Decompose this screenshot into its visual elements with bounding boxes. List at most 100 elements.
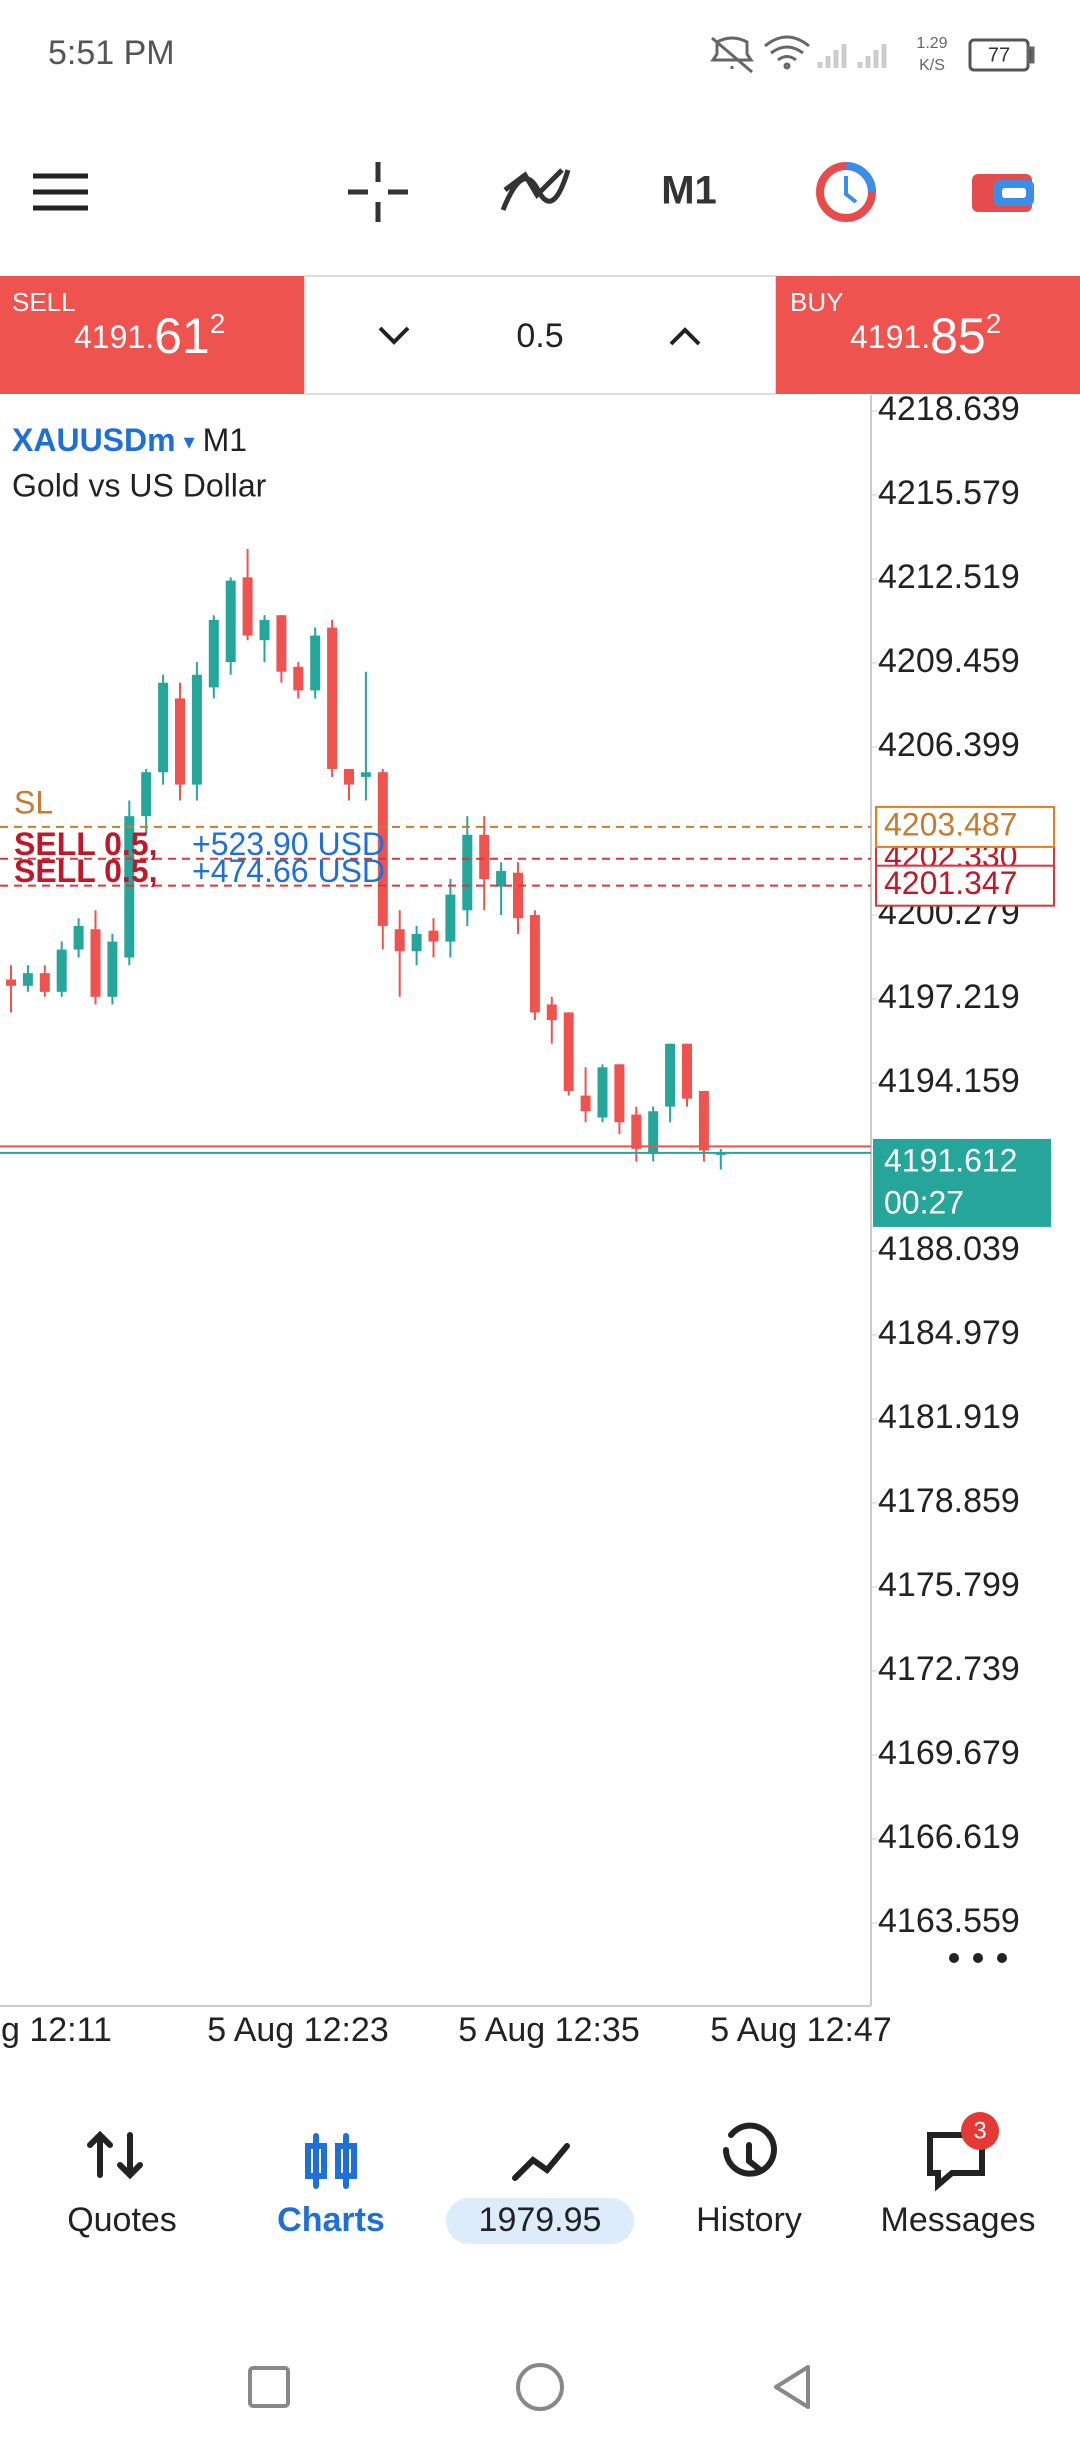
candle-body [107, 941, 118, 997]
candle-body [445, 894, 456, 942]
candle-body [191, 674, 202, 785]
candle-body [158, 682, 169, 773]
y-tick-label: 4163.559 [878, 1902, 1020, 1940]
candle-body [310, 635, 321, 691]
candle-body [276, 615, 287, 672]
candle-body [208, 619, 219, 688]
menu-button[interactable] [33, 173, 88, 211]
candle-body [394, 929, 405, 952]
candle-body [360, 772, 371, 777]
x-tick-label: ug 12:11 [0, 2011, 112, 2049]
timeframe-button[interactable]: M1 [661, 169, 717, 213]
nav-label[interactable]: Charts [277, 2201, 385, 2239]
x-tick-label: 5 Aug 12:23 [207, 2011, 389, 2049]
y-tick-label: 4215.579 [878, 474, 1020, 512]
candle-body [563, 1012, 574, 1091]
y-tick-label: 4188.039 [878, 1230, 1020, 1268]
order-label: SELL 0.5, [14, 826, 157, 862]
volume-up[interactable] [669, 327, 701, 346]
candle-body [580, 1095, 591, 1112]
order-price-tag [875, 864, 1055, 907]
candle-body [698, 1090, 709, 1151]
candle-body [344, 768, 354, 785]
candle-body [6, 979, 16, 986]
candle-body [22, 973, 33, 986]
home-button[interactable] [516, 2363, 564, 2411]
candle-body [39, 973, 50, 992]
back-button[interactable] [774, 2365, 810, 2409]
candle-body [90, 929, 101, 997]
candle-body [614, 1064, 625, 1123]
candle-body [327, 627, 338, 769]
order-profit: +474.66 USD [192, 853, 385, 889]
candle-body [377, 772, 388, 926]
more-button[interactable] [949, 1953, 1007, 1963]
nav-icon [305, 2133, 357, 2189]
y-tick-label: 4212.519 [878, 558, 1020, 596]
candle-body [462, 834, 473, 911]
candle-body [597, 1067, 608, 1118]
nav-icon [512, 2143, 570, 2181]
y-tick-label: 4166.619 [878, 1818, 1020, 1856]
volume-value: 0.5 [516, 317, 563, 355]
status-icons [710, 35, 1035, 74]
sell-button[interactable] [0, 276, 305, 394]
stop-loss-label: SL [14, 784, 53, 820]
nav-label[interactable]: 1979.95 [479, 2201, 602, 2239]
order-price-label: 4201.347 [884, 865, 1017, 901]
balance-pill [446, 2198, 634, 2244]
nav-label[interactable]: History [696, 2201, 802, 2239]
candle-body [124, 816, 135, 958]
system-nav [248, 2363, 810, 2411]
volume-down[interactable] [378, 326, 410, 345]
order-profit: +523.90 USD [192, 826, 385, 862]
y-tick-label: 4175.799 [878, 1566, 1020, 1604]
buy-price: 4191.852 [850, 308, 1001, 364]
candle-body [682, 1043, 692, 1099]
recents-button[interactable] [248, 2366, 290, 2408]
stop-loss-tag [875, 805, 1055, 848]
candle-body [513, 872, 523, 919]
buy-button[interactable] [776, 276, 1080, 394]
candle-body [496, 871, 507, 887]
candle-body [293, 666, 304, 691]
symbol-header: XAUUSDm ▾ M1 [12, 422, 247, 458]
y-tick-label: 4184.979 [878, 1314, 1020, 1352]
bar-countdown: 00:27 [884, 1184, 964, 1220]
sell-price: 4191.612 [74, 308, 225, 364]
net-unit: K/S [919, 57, 945, 74]
candle-body [665, 1043, 676, 1107]
stop-loss-price: 4203.487 [884, 806, 1017, 842]
candle-body [648, 1111, 659, 1154]
bid-price: 4191.612 [884, 1142, 1017, 1178]
y-tick-label: 4218.639 [878, 390, 1020, 428]
x-tick-label: 5 Aug 12:35 [458, 2011, 640, 2049]
net-speed: 1.29 [916, 35, 947, 52]
nav-label[interactable]: Quotes [67, 2201, 177, 2239]
y-tick-label: 4206.399 [878, 726, 1020, 764]
badge [961, 2112, 999, 2150]
bid-tag [873, 1138, 1051, 1227]
x-tick-label: 5 Aug 12:47 [710, 2011, 892, 2049]
nav-label[interactable]: Messages [881, 2201, 1036, 2239]
candle-body [242, 577, 253, 636]
sell-label: SELL [12, 287, 76, 317]
crosshair-button[interactable] [348, 162, 408, 222]
indicators-button[interactable] [500, 168, 571, 211]
y-tick-label: 4194.159 [878, 1062, 1020, 1100]
one-click-button[interactable] [816, 162, 876, 222]
candle-body [141, 772, 152, 817]
trade-toggle[interactable] [972, 174, 1034, 212]
volume-panel [304, 275, 777, 395]
candle-body [411, 933, 422, 952]
candle-body [631, 1114, 642, 1149]
y-tick-label: 4172.739 [878, 1650, 1020, 1688]
candle-body [546, 1004, 557, 1021]
y-tick-label: 4181.919 [878, 1398, 1020, 1436]
order-label: SELL 0.5, [14, 853, 157, 889]
candle-body [175, 698, 185, 785]
clock: 5:51 PM [48, 34, 175, 72]
badge-count: 3 [973, 2117, 986, 2144]
